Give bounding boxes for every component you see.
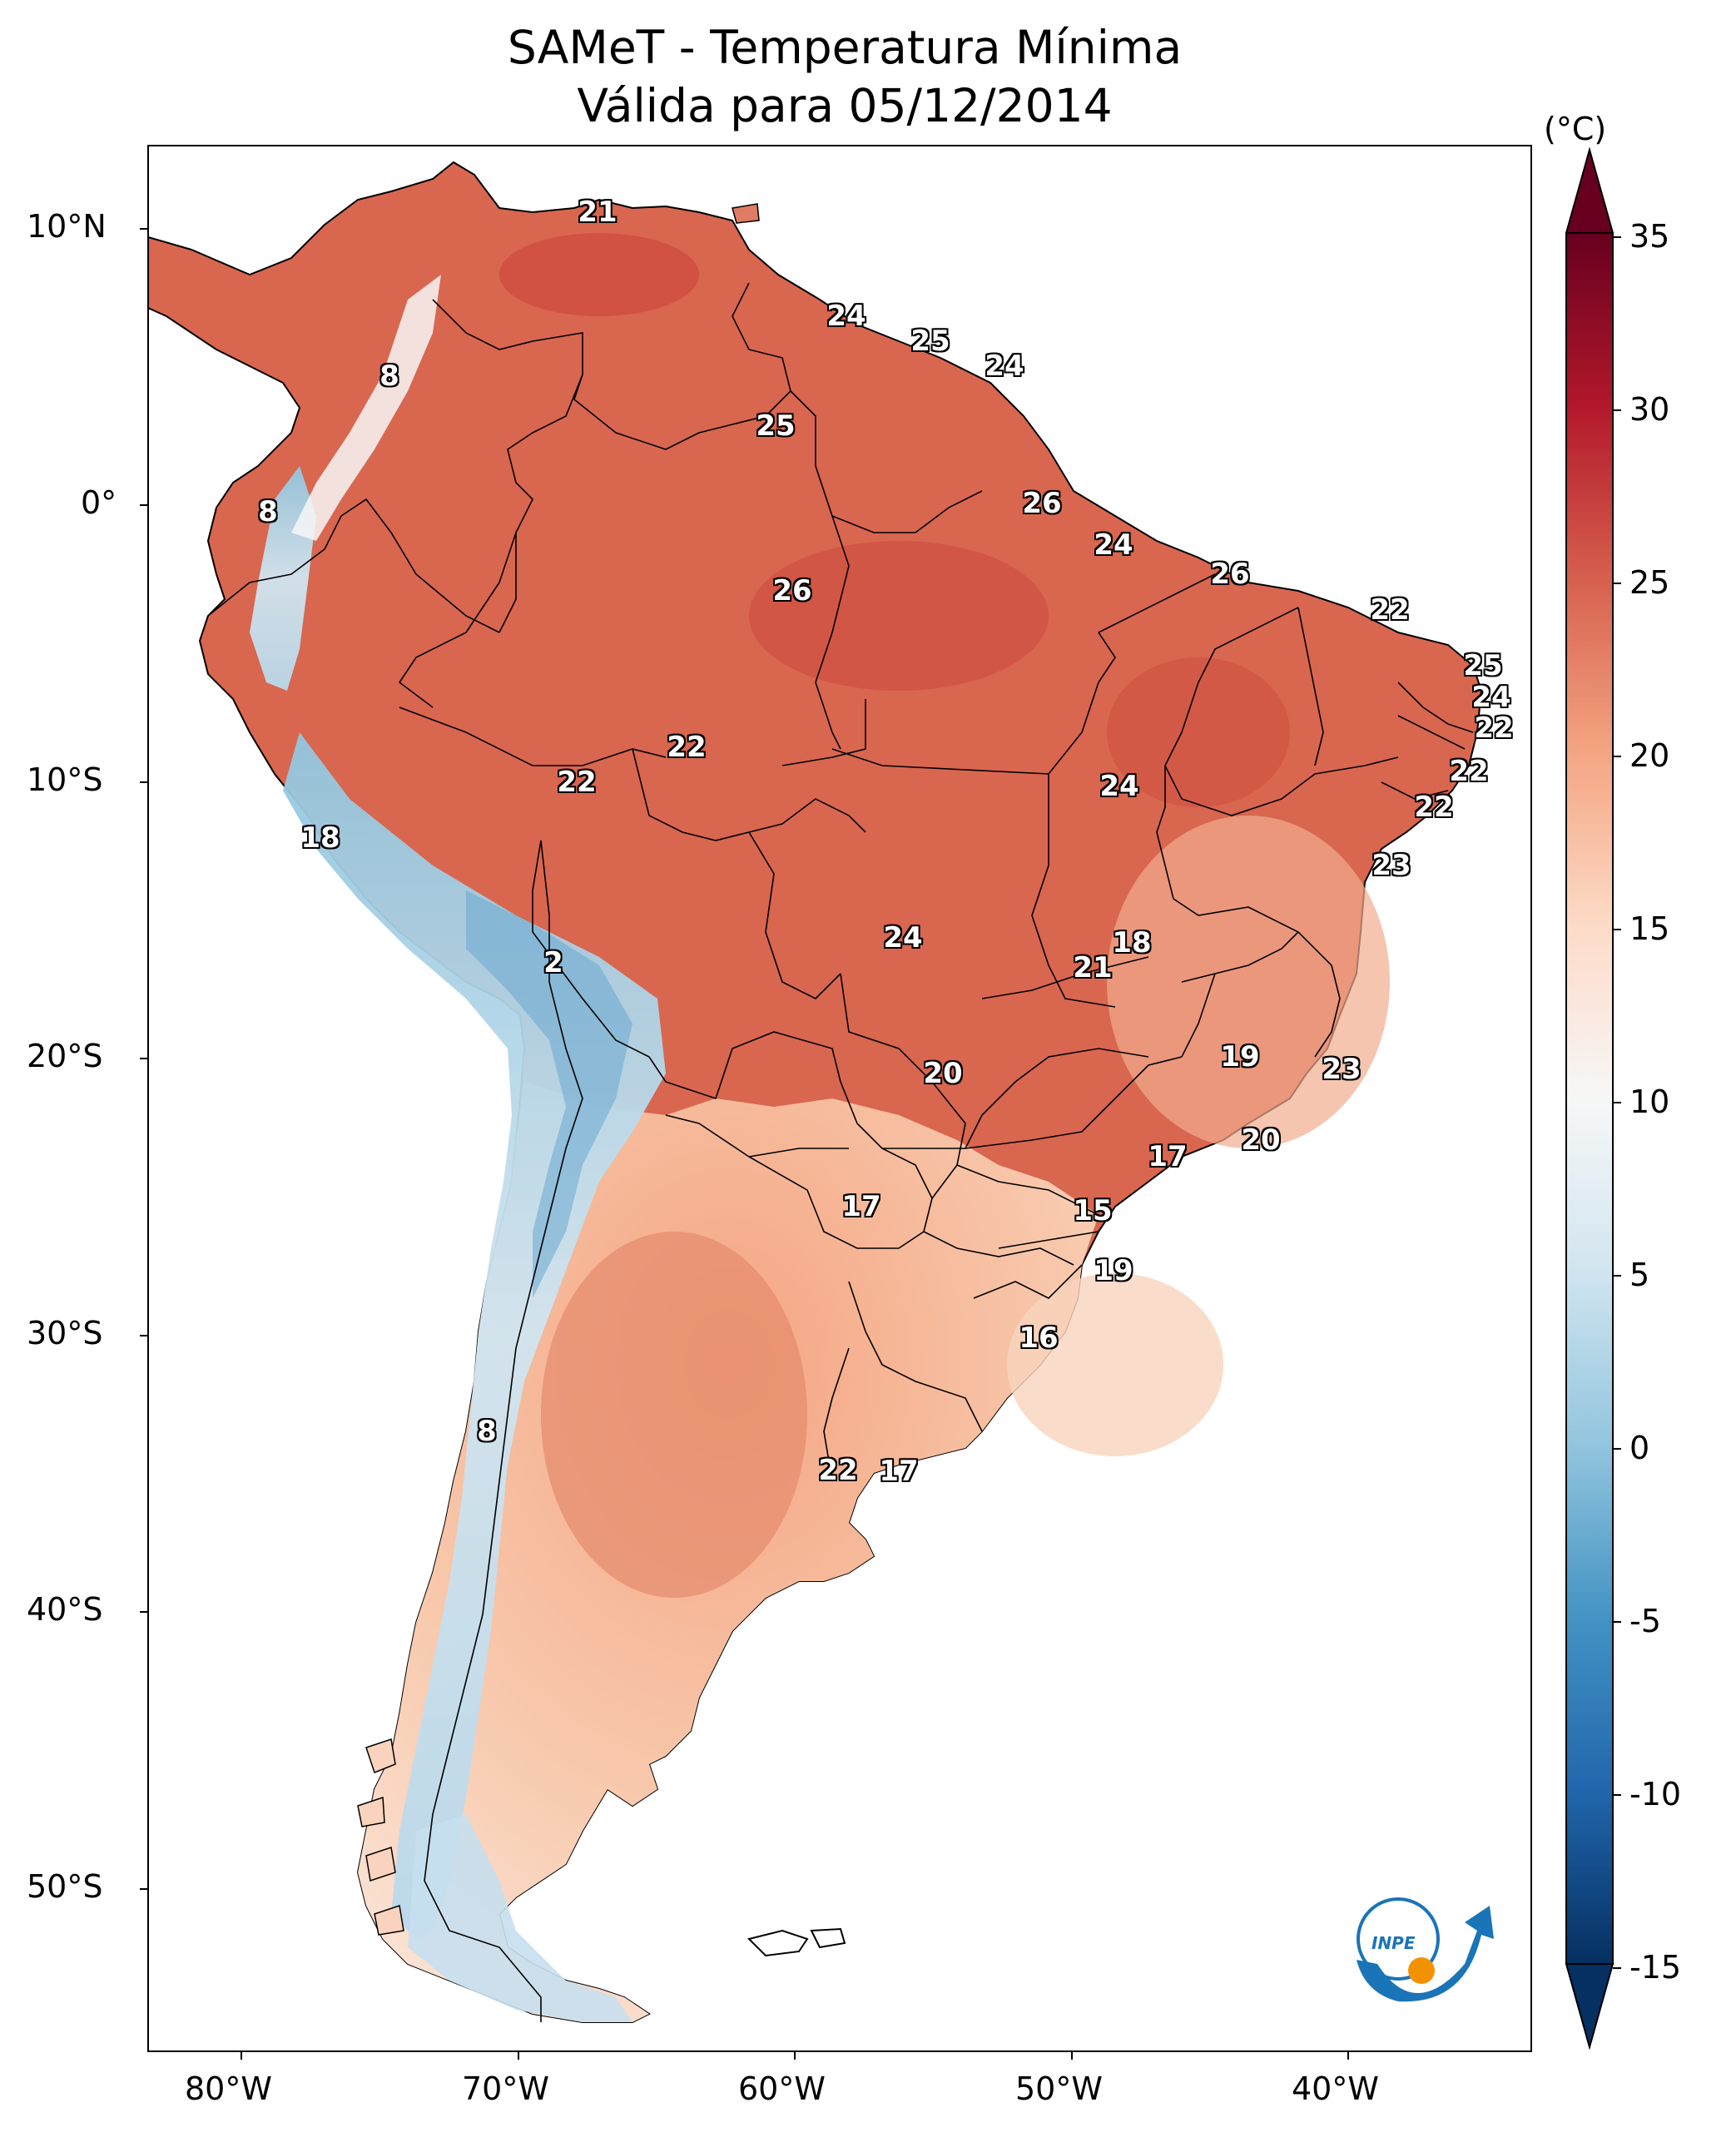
temp-label: 22 bbox=[1370, 593, 1410, 627]
temp-label: 17 bbox=[1148, 1140, 1188, 1173]
lat-label-30s: 30°S bbox=[27, 1315, 103, 1351]
temp-label: 24 bbox=[1099, 770, 1139, 803]
lat-label-10s: 10°S bbox=[27, 761, 103, 798]
temp-label: 24 bbox=[826, 300, 866, 333]
temp-label: 15 bbox=[1073, 1194, 1113, 1227]
lon-label-60w: 60°W bbox=[738, 2070, 826, 2107]
temp-label: 22 bbox=[818, 1454, 858, 1487]
colorbar-tick-minus5: -5 bbox=[1629, 1603, 1661, 1639]
temp-label: 26 bbox=[1022, 487, 1062, 520]
temp-label: 2 bbox=[543, 946, 563, 979]
colorbar-unit: (°C) bbox=[1544, 111, 1607, 147]
temp-label: 20 bbox=[923, 1057, 963, 1090]
mild-patch-rio-grande-do-sul bbox=[1007, 1273, 1223, 1456]
temp-label: 24 bbox=[985, 350, 1024, 383]
colorbar-tick-25: 25 bbox=[1629, 564, 1670, 601]
temp-label: 8 bbox=[477, 1415, 497, 1448]
temp-label: 18 bbox=[300, 821, 340, 855]
colorbar-tick-0: 0 bbox=[1629, 1430, 1650, 1466]
lon-label-70w: 70°W bbox=[462, 2070, 549, 2107]
colorbar-tick-20: 20 bbox=[1629, 737, 1670, 774]
temp-label: 23 bbox=[1371, 849, 1411, 882]
temp-label: 21 bbox=[578, 196, 618, 229]
temp-label: 22 bbox=[1414, 791, 1454, 824]
hot-core-northeast bbox=[1107, 657, 1290, 807]
colorbar-tick-10: 10 bbox=[1629, 1083, 1670, 1120]
temp-label: 19 bbox=[1094, 1254, 1133, 1287]
lon-label-40w: 40°W bbox=[1292, 2070, 1379, 2107]
axis-ticks bbox=[140, 228, 1349, 2060]
map-subtitle: Válida para 05/12/2014 bbox=[577, 79, 1113, 132]
temp-label: 18 bbox=[1112, 926, 1152, 959]
colorbar-tick-35: 35 bbox=[1629, 218, 1670, 255]
temp-label: 25 bbox=[756, 409, 796, 443]
lat-label-0: 0° bbox=[81, 484, 117, 521]
lon-label-50w: 50°W bbox=[1015, 2070, 1103, 2107]
temp-label: 24 bbox=[883, 921, 923, 955]
colombia-andes-streak bbox=[291, 275, 441, 541]
plot-frame bbox=[147, 145, 1532, 2052]
lat-label-10n: 10°N bbox=[27, 208, 107, 245]
colorbar-tick-minus10: -10 bbox=[1629, 1776, 1682, 1812]
temp-label: 22 bbox=[1474, 712, 1514, 745]
colorbar-tick-30: 30 bbox=[1629, 391, 1670, 428]
temp-label: 20 bbox=[1241, 1123, 1281, 1157]
mild-patch-southeast-brazil bbox=[1107, 816, 1390, 1148]
chilean-archipelago bbox=[357, 1738, 404, 1936]
andes-cold-core bbox=[466, 890, 632, 1298]
temp-label: 24 bbox=[1471, 681, 1511, 714]
lat-label-20s: 20°S bbox=[27, 1038, 103, 1074]
temp-label: 8 bbox=[379, 359, 399, 393]
temp-label: 25 bbox=[1463, 649, 1503, 682]
temp-label: 22 bbox=[667, 731, 707, 764]
temp-label: 24 bbox=[1094, 528, 1133, 562]
hot-core-venezuela bbox=[499, 233, 699, 316]
temp-label: 26 bbox=[1210, 558, 1250, 591]
temp-label: 25 bbox=[910, 325, 950, 358]
lat-label-50s: 50°S bbox=[27, 1868, 103, 1905]
colorbar-gradient bbox=[1565, 232, 1614, 1965]
colorbar-tick-minus15: -15 bbox=[1629, 1949, 1682, 1986]
temp-label: 22 bbox=[1449, 755, 1489, 788]
chile-argentina-border bbox=[424, 840, 583, 2022]
colorbar-tick-15: 15 bbox=[1629, 910, 1670, 947]
inpe-logo-text: INPE bbox=[1371, 1933, 1416, 1953]
colorbar-min-extend bbox=[1565, 1963, 1614, 2050]
caribbean-islands bbox=[732, 203, 760, 224]
falkland-islands bbox=[747, 1927, 846, 1957]
hot-core-amazon bbox=[749, 541, 1049, 691]
temp-label: 22 bbox=[557, 766, 597, 799]
temp-label: 23 bbox=[1322, 1053, 1362, 1086]
map-title: SAMeT - Temperatura Mínima bbox=[507, 21, 1183, 74]
temp-label: 17 bbox=[841, 1190, 881, 1223]
temp-label: 17 bbox=[879, 1455, 919, 1488]
political-borders bbox=[207, 282, 1474, 1482]
lon-label-80w: 80°W bbox=[185, 2070, 272, 2107]
temp-label: 26 bbox=[772, 574, 812, 607]
temp-label: 16 bbox=[1019, 1321, 1059, 1355]
patagonia-cold-tip bbox=[408, 1814, 632, 2022]
temp-label: 21 bbox=[1073, 951, 1113, 984]
temp-label: 8 bbox=[258, 495, 278, 528]
colorbar-max-extend bbox=[1565, 146, 1614, 234]
inpe-logo: INPE bbox=[1357, 1897, 1494, 2002]
lat-label-40s: 40°S bbox=[27, 1591, 103, 1628]
temp-label: 19 bbox=[1220, 1040, 1260, 1074]
colorbar bbox=[1565, 146, 1621, 2050]
warm-patch-argentina bbox=[541, 1232, 807, 1598]
colorbar-tick-5: 5 bbox=[1629, 1257, 1650, 1293]
